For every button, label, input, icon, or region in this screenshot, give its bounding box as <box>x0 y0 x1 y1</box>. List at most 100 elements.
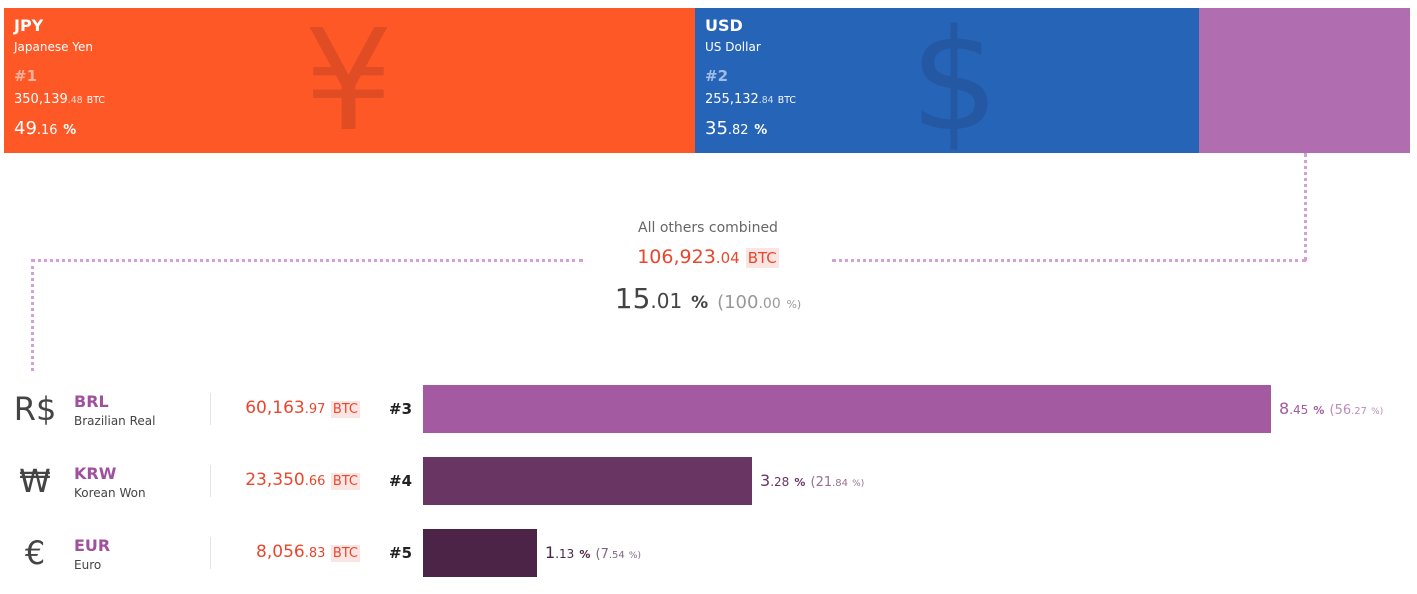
btc-int: 60,163 <box>245 398 305 418</box>
relative-percent: (7.54 %) <box>596 547 641 562</box>
divider <box>210 465 211 497</box>
segment-jpy[interactable]: ¥ JPY Japanese Yen #1 350,139.48 BTC 49.… <box>4 8 695 153</box>
btc-dec: .04 <box>715 249 740 267</box>
btc-volume: 350,139.48 BTC <box>14 92 105 107</box>
currency-name: Korean Won <box>74 486 146 500</box>
dollar-icon: $ <box>910 8 1000 153</box>
btc-dec: .66 <box>304 474 326 489</box>
currency-row[interactable]: € EUR Euro 8,056.83 BTC #5 1.13 % (7.54 %) <box>0 529 1417 577</box>
pct-dec: .28 <box>770 475 790 489</box>
pct-unit: % <box>579 548 591 561</box>
currency-code: USD <box>705 16 743 35</box>
total-percent: (100.00 %) <box>717 292 801 313</box>
rel-unit: %) <box>1371 407 1384 417</box>
btc-int: 8,056 <box>256 542 305 562</box>
others-btc-volume: 106,923.04 BTC <box>590 246 826 268</box>
share-percent: 49.16 % <box>14 118 76 139</box>
btc-dec: .83 <box>304 546 326 561</box>
currency-name: Brazilian Real <box>74 414 156 428</box>
share-percent: 1.13 % (7.54 %) <box>545 543 641 562</box>
volume-bar[interactable] <box>423 385 1271 433</box>
share-percent: 8.45 % (56.27 %) <box>1279 399 1383 418</box>
rel-unit: %) <box>852 479 865 489</box>
btc-volume: 8,056.83 BTC <box>200 542 360 562</box>
btc-int: 23,350 <box>245 470 305 490</box>
connector-line <box>832 259 1306 262</box>
pct-dec: .16 <box>36 123 58 138</box>
rel-dec: .27 <box>1351 406 1368 417</box>
pct-unit: % <box>794 476 806 489</box>
btc-dec: .97 <box>304 402 326 417</box>
rel-dec: .84 <box>832 478 849 489</box>
market-share-bar: ¥ JPY Japanese Yen #1 350,139.48 BTC 49.… <box>4 8 1410 153</box>
btc-int: 255,132 <box>705 92 759 107</box>
pct-int: 3 <box>760 471 771 490</box>
currency-name: Japanese Yen <box>14 40 94 54</box>
segment-usd[interactable]: $ USD US Dollar #2 255,132.84 BTC 35.82 … <box>695 8 1199 153</box>
total-unit: %) <box>786 298 802 311</box>
relative-percent: (21.84 %) <box>811 475 865 490</box>
currency-code: BRL <box>74 392 109 411</box>
btc-unit: BTC <box>330 473 360 490</box>
currency-symbol-icon: R$ <box>13 390 57 428</box>
pct-int: 35 <box>705 118 728 139</box>
btc-volume: 60,163.97 BTC <box>200 398 360 418</box>
rel-open: (21 <box>810 475 833 490</box>
btc-unit: BTC <box>330 401 360 418</box>
others-label: All others combined <box>638 220 778 236</box>
pct-int: 15 <box>614 282 651 315</box>
share-percent: 3.28 % (21.84 %) <box>760 471 864 490</box>
btc-unit: BTC <box>745 248 779 268</box>
volume-bar[interactable] <box>423 529 537 577</box>
currency-name: Euro <box>74 558 102 572</box>
rank-label: #2 <box>705 67 729 85</box>
pct-dec: .45 <box>1289 403 1309 417</box>
segment-others[interactable] <box>1199 8 1410 153</box>
pct-dec: .82 <box>727 123 749 138</box>
total-dec: .00 <box>758 296 781 312</box>
yen-icon: ¥ <box>304 8 394 153</box>
rank-label: #4 <box>389 472 413 490</box>
btc-unit: BTC <box>330 545 360 562</box>
btc-int: 350,139 <box>14 92 68 107</box>
btc-volume: 23,350.66 BTC <box>200 470 360 490</box>
btc-dec: .48 <box>67 95 83 106</box>
pct-unit: % <box>63 123 77 138</box>
total-open: (100 <box>717 292 759 313</box>
divider <box>210 537 211 569</box>
volume-bar[interactable] <box>423 457 752 505</box>
relative-percent: (56.27 %) <box>1330 403 1384 418</box>
others-percent: 15.01 % (100.00 %) <box>560 282 856 315</box>
rel-open: (56 <box>1329 403 1352 418</box>
rel-open: (7 <box>595 547 609 562</box>
btc-unit: BTC <box>86 95 105 106</box>
btc-dec: .84 <box>758 95 774 106</box>
currency-row[interactable]: ₩ KRW Korean Won 23,350.66 BTC #4 3.28 % (21.… <box>0 457 1417 505</box>
connector-line <box>31 259 583 262</box>
currency-symbol-icon: ₩ <box>19 462 51 500</box>
btc-unit: BTC <box>777 95 796 106</box>
btc-int: 106,923 <box>637 246 716 268</box>
pct-int: 49 <box>14 118 37 139</box>
rank-label: #1 <box>14 67 38 85</box>
pct-unit: % <box>754 123 768 138</box>
pct-dec: .01 <box>650 289 683 313</box>
rel-unit: %) <box>628 551 641 561</box>
currency-name: US Dollar <box>705 40 761 54</box>
connector-line <box>1304 153 1307 261</box>
currency-code: KRW <box>74 464 117 483</box>
pct-unit: % <box>691 293 709 313</box>
rank-label: #3 <box>389 400 413 418</box>
currency-symbol-icon: € <box>24 534 46 572</box>
pct-int: 1 <box>545 543 556 562</box>
currency-row[interactable]: R$ BRL Brazilian Real 60,163.97 BTC #3 8.45 %… <box>0 385 1417 433</box>
rel-dec: .54 <box>608 550 625 561</box>
pct-int: 8 <box>1279 399 1290 418</box>
divider <box>210 393 211 425</box>
connector-line <box>31 259 34 371</box>
currency-code: JPY <box>14 16 44 35</box>
pct-unit: % <box>1313 404 1325 417</box>
currency-code: EUR <box>74 536 111 555</box>
rank-label: #5 <box>389 544 413 562</box>
pct-dec: .13 <box>555 547 575 561</box>
